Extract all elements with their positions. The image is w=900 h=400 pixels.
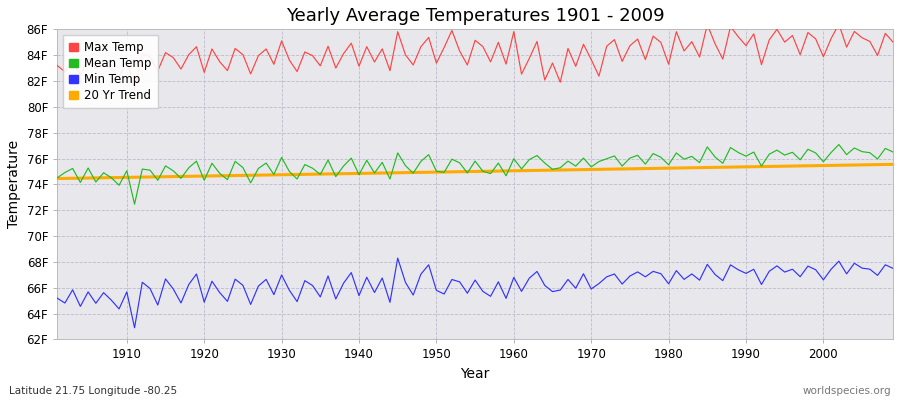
X-axis label: Year: Year — [461, 367, 490, 381]
Title: Yearly Average Temperatures 1901 - 2009: Yearly Average Temperatures 1901 - 2009 — [286, 7, 664, 25]
Y-axis label: Temperature: Temperature — [7, 140, 21, 228]
Text: Latitude 21.75 Longitude -80.25: Latitude 21.75 Longitude -80.25 — [9, 386, 177, 396]
Legend: Max Temp, Mean Temp, Min Temp, 20 Yr Trend: Max Temp, Mean Temp, Min Temp, 20 Yr Tre… — [63, 35, 158, 108]
Text: worldspecies.org: worldspecies.org — [803, 386, 891, 396]
